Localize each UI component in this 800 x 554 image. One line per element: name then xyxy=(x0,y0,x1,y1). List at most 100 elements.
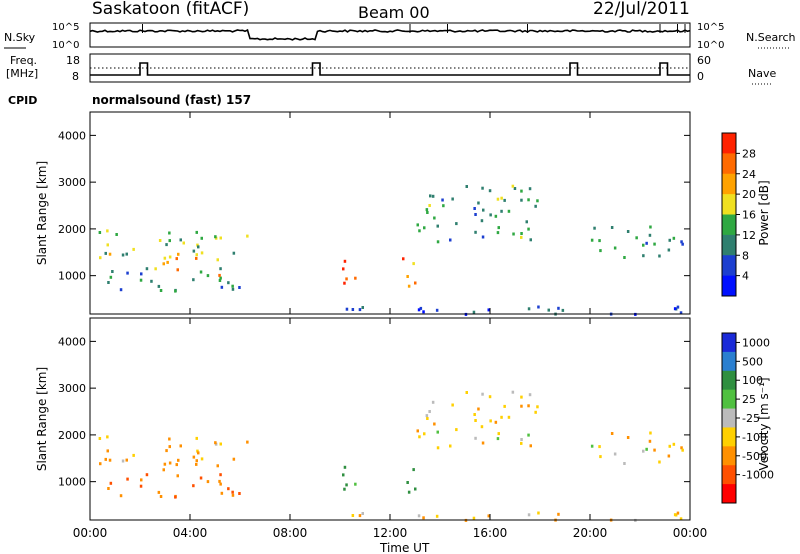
power-cell xyxy=(115,233,118,236)
velocity-cell xyxy=(109,481,113,485)
colorbar-segment xyxy=(722,389,736,410)
power-cell xyxy=(642,243,645,247)
power-cell xyxy=(489,213,492,217)
velocity-cell xyxy=(231,490,234,494)
colorbar-tick-label: 12 xyxy=(742,229,756,242)
power-cell xyxy=(174,289,177,293)
velocity-cell xyxy=(428,410,431,413)
power-y-axis: 4000 3000 2000 1000 xyxy=(58,129,690,283)
velocity-cell xyxy=(195,436,198,440)
power-cell xyxy=(108,252,112,256)
power-cell xyxy=(465,185,468,188)
power-cell xyxy=(681,242,684,246)
power-cell xyxy=(163,256,167,260)
power-cell xyxy=(436,240,440,244)
power-cell xyxy=(451,197,454,201)
colorbar-segment xyxy=(722,133,736,154)
velocity-cell xyxy=(345,483,348,487)
power-cell xyxy=(361,306,364,309)
velocity-cell xyxy=(658,460,661,464)
velocity-cell xyxy=(489,419,492,423)
power-cell xyxy=(168,231,171,235)
power-cell xyxy=(668,238,671,242)
velocity-cell xyxy=(140,478,143,482)
colorbar-tick-label: 25 xyxy=(742,393,756,406)
colorbar-segment xyxy=(722,351,736,372)
velocity-cell xyxy=(436,430,439,434)
velocity-cell xyxy=(474,436,477,440)
power-cell xyxy=(231,287,235,291)
cpid-label: CPID xyxy=(8,94,37,107)
velocity-cell xyxy=(520,395,523,399)
velocity-y-axis: 4000 3000 2000 1000 xyxy=(58,335,690,489)
velocity-cell xyxy=(673,513,677,517)
power-cell xyxy=(195,230,198,234)
nave-label: Nave xyxy=(748,67,776,80)
power-cell xyxy=(192,278,195,282)
colorbar-segment xyxy=(722,484,736,504)
power-cell xyxy=(496,197,500,201)
power-cell xyxy=(561,308,565,312)
power-cell xyxy=(431,194,435,198)
power-cell xyxy=(623,256,626,259)
velocity-cell xyxy=(165,449,168,453)
velocity-cell xyxy=(99,462,102,466)
power-cell xyxy=(472,310,476,314)
colorbar-segment xyxy=(722,153,736,175)
power-cell xyxy=(441,198,444,202)
velocity-cell xyxy=(680,446,683,450)
power-cell xyxy=(162,262,165,266)
power-cell xyxy=(436,224,439,228)
velocity-cell xyxy=(511,390,515,394)
nave-tick-high: 60 xyxy=(697,54,711,67)
beam-title: Beam 00 xyxy=(358,3,430,22)
power-cell xyxy=(613,246,617,250)
power-cell xyxy=(206,274,210,278)
velocity-cell xyxy=(480,425,484,429)
power-cell xyxy=(520,235,523,239)
power-cell xyxy=(528,187,532,191)
velocity-cell xyxy=(342,473,345,477)
colorbar-segment xyxy=(722,194,736,215)
power-cell xyxy=(496,231,500,235)
colorbar-tick-label: 20 xyxy=(742,188,756,201)
power-cell xyxy=(626,230,630,233)
colorbar-segment xyxy=(722,408,736,428)
nsearch-tick-high: 10^5 xyxy=(697,22,724,33)
velocity-cell xyxy=(642,449,645,453)
power-cell xyxy=(218,279,222,282)
velocity-cell xyxy=(481,392,484,396)
y-tick-label: 2000 xyxy=(58,223,86,236)
power-cell xyxy=(200,251,204,255)
power-cell xyxy=(220,285,224,289)
power-cell xyxy=(107,281,110,284)
velocity-cell xyxy=(220,491,224,495)
power-cell xyxy=(106,229,109,233)
velocity-cell xyxy=(107,487,110,490)
power-cell xyxy=(168,255,172,259)
velocity-cell xyxy=(406,481,409,484)
power-ylabel: Slant Range [km] xyxy=(35,161,49,265)
power-cell xyxy=(219,236,222,240)
velocity-cell xyxy=(108,458,112,462)
velocity-cell xyxy=(599,455,602,459)
y-tick-label: 1000 xyxy=(58,270,86,283)
power-cell xyxy=(197,245,200,249)
power-cell xyxy=(599,249,602,253)
velocity-cell xyxy=(431,400,435,404)
power-cell xyxy=(527,198,530,202)
velocity-cell xyxy=(557,512,560,516)
velocity-cell xyxy=(216,464,219,468)
velocity-cell xyxy=(668,444,671,448)
power-cell xyxy=(527,307,531,311)
x-tick-label: 04:00 xyxy=(173,526,208,540)
velocity-panel-frame xyxy=(89,317,691,521)
power-cell xyxy=(345,277,348,281)
velocity-cell xyxy=(676,511,680,515)
freq-series-line xyxy=(90,62,690,76)
x-tick-label: 20:00 xyxy=(573,526,608,540)
velocity-cell xyxy=(168,437,171,441)
power-cell xyxy=(511,184,515,188)
velocity-cell xyxy=(351,514,355,517)
y-tick-label: 1000 xyxy=(58,476,86,489)
